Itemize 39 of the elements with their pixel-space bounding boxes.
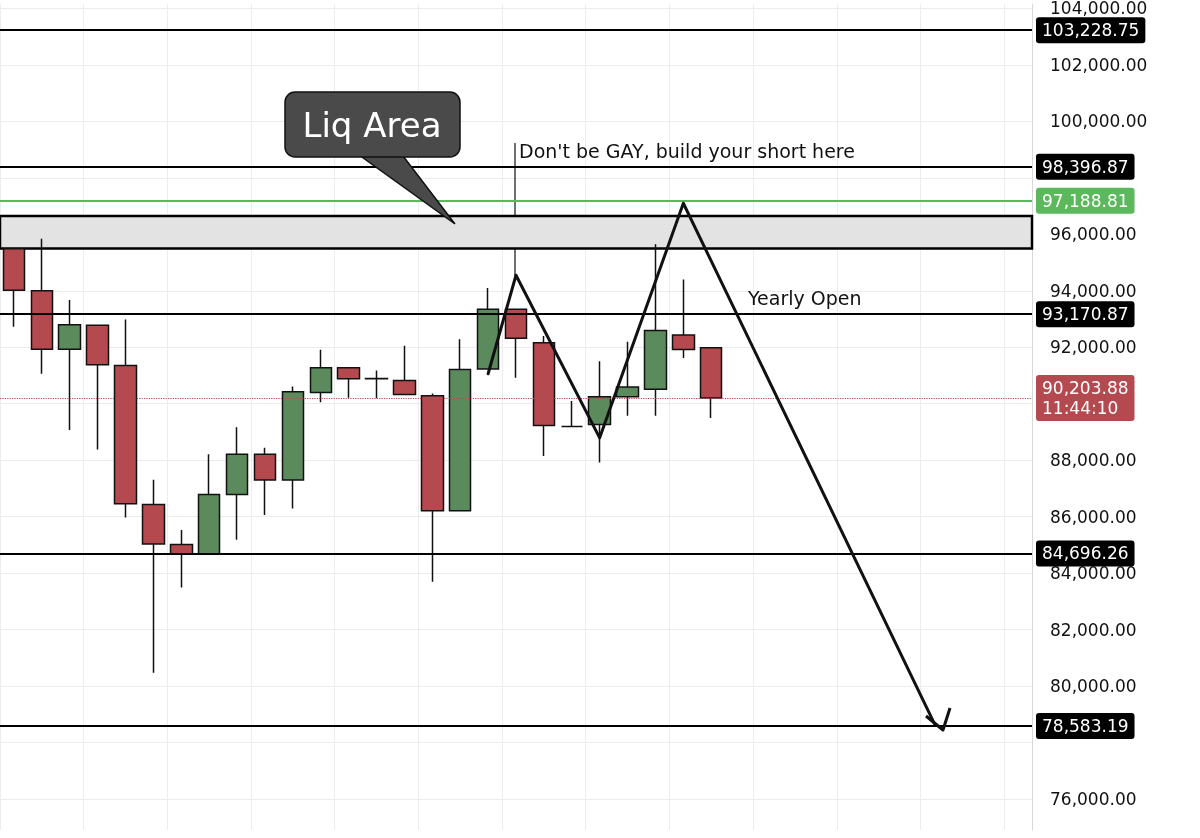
candlestick [364, 369, 389, 400]
y-tick-label: 96,000.00 [1050, 224, 1137, 245]
y-tick-label: 102,000.00 [1050, 54, 1148, 75]
candlestick [560, 400, 584, 428]
candlestick [2, 247, 26, 328]
y-tick-label: 104,000.00 [1050, 0, 1148, 19]
candlestick [30, 238, 54, 375]
candlestick [225, 426, 249, 541]
annotation: Don't be GAY, build your short here [519, 139, 855, 162]
ref-line-label: 97,188.81 [1042, 190, 1129, 211]
ref-line-label: 90,203.88 11:44:10 [1042, 377, 1129, 418]
candlestick [197, 453, 221, 555]
candlestick [615, 341, 640, 417]
candlestick [448, 338, 472, 513]
ref-line-label: 84,696.26 [1042, 543, 1129, 564]
band-label: Liq Area [302, 105, 442, 145]
ref-line-label: 78,583.19 [1042, 716, 1129, 737]
y-tick-label: 80,000.00 [1050, 676, 1137, 697]
candlestick [57, 299, 82, 431]
y-tick-label: 82,000.00 [1050, 619, 1137, 640]
candlestick [504, 308, 528, 379]
candlestick [141, 478, 166, 674]
candlestick [281, 385, 305, 510]
y-tick-label: 92,000.00 [1050, 337, 1137, 358]
ref-line-label: 98,396.87 [1042, 156, 1129, 177]
y-tick-label: 100,000.00 [1050, 111, 1148, 132]
candlestick [392, 345, 417, 396]
y-tick-label: 94,000.00 [1050, 280, 1137, 301]
candlestick [309, 349, 333, 404]
ref-line-label: 93,170.87 [1042, 304, 1129, 325]
candlestick [643, 243, 668, 417]
candlestick [671, 278, 696, 359]
ref-line-label: 103,228.75 [1042, 20, 1140, 41]
y-tick-label: 76,000.00 [1050, 788, 1137, 809]
candlestick [253, 446, 277, 516]
y-tick-label: 86,000.00 [1050, 506, 1137, 527]
y-tick-label: 88,000.00 [1050, 450, 1137, 471]
annotation: Yearly Open [747, 286, 862, 309]
y-tick-label: 84,000.00 [1050, 563, 1137, 584]
